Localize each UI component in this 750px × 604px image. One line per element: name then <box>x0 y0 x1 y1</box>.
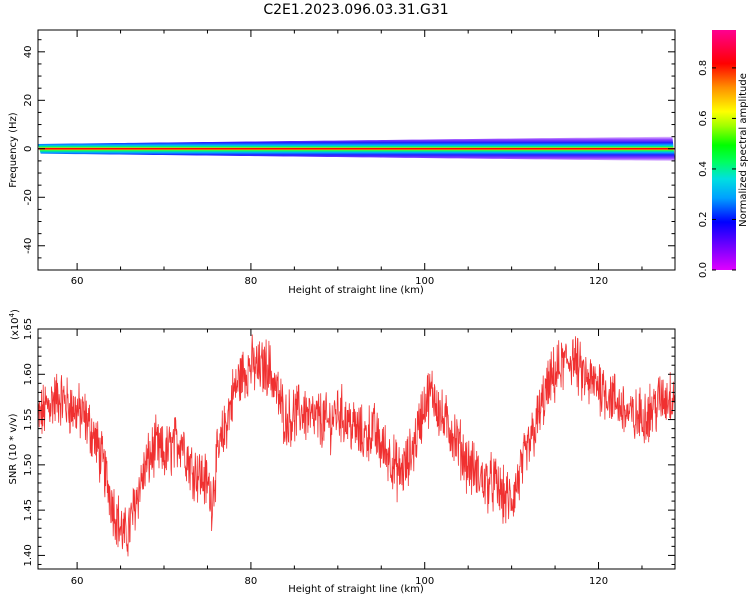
snr-ylabel: SNR (10 * v/v) <box>8 413 19 484</box>
y-tick-label: -20 <box>23 189 34 205</box>
y-tick-label: 1.40 <box>23 544 34 566</box>
colorbar-label: Normalized spectral amplitude <box>738 73 749 227</box>
figure-title: C2E1.2023.096.03.31.G31 <box>263 2 448 18</box>
colorbar-tick-label: 0.2 <box>698 212 709 228</box>
y-tick-label: 0 <box>23 146 34 152</box>
snr-multiplier: (x104) <box>8 309 21 340</box>
x-tick-label: 80 <box>245 276 258 287</box>
colorbar-tick-label: 0.8 <box>698 60 709 76</box>
y-tick-label: 1.50 <box>23 454 34 476</box>
x-tick-label: 100 <box>415 276 434 287</box>
colorbar-tick-label: 0.4 <box>698 161 709 177</box>
x-tick-label: 120 <box>589 276 608 287</box>
x-tick-label: 60 <box>71 576 84 587</box>
spectrogram-ticks: 60 80 100 120 -40 -20 0 20 40 <box>23 30 675 287</box>
colorbar: 0.0 0.2 0.4 0.6 0.8 Normalized spectral ampl… <box>698 30 749 278</box>
colorbar-ticks: 0.0 0.2 0.4 0.6 0.8 <box>698 60 736 278</box>
spectrogram-plot-area <box>38 136 675 161</box>
colorbar-gradient <box>712 30 736 270</box>
snr-panel: 60 80 100 120 1.40 1.45 1.50 1.55 1.60 1.65 Heigh… <box>8 309 676 595</box>
x-tick-label: 100 <box>415 576 434 587</box>
spectrogram-frame <box>37 29 676 271</box>
y-tick-label: 1.45 <box>23 499 34 521</box>
y-tick-label: 40 <box>23 45 34 58</box>
x-tick-label: 80 <box>245 576 258 587</box>
snr-xlabel: Height of straight line (km) <box>288 584 424 595</box>
snr-plot-area <box>38 334 675 557</box>
y-tick-label: 1.55 <box>23 408 34 430</box>
snr-multiplier-exp: 4 <box>8 312 16 317</box>
spectrogram-xlabel: Height of straight line (km) <box>288 285 424 296</box>
x-tick-label: 120 <box>589 576 608 587</box>
snr-multiplier-close: ) <box>10 309 21 313</box>
colorbar-tick-label: 0.0 <box>698 262 709 278</box>
y-tick-label: 20 <box>23 94 34 107</box>
y-tick-label: -40 <box>23 238 34 254</box>
y-tick-label: 1.60 <box>23 363 34 385</box>
spectrogram-panel: 60 80 100 120 -40 -20 0 20 40 Height of straight… <box>8 29 676 296</box>
snr-multiplier-base: (x10 <box>10 317 21 340</box>
snr-ticks: 60 80 100 120 1.40 1.45 1.50 1.55 1.60 1.65 <box>23 318 675 587</box>
snr-frame <box>37 328 676 570</box>
spectrogram-ylabel: Frequency (Hz) <box>8 112 19 188</box>
snr-series-line <box>38 334 675 557</box>
colorbar-tick-label: 0.6 <box>698 110 709 126</box>
y-tick-label: 1.65 <box>23 318 34 340</box>
x-tick-label: 60 <box>71 276 84 287</box>
